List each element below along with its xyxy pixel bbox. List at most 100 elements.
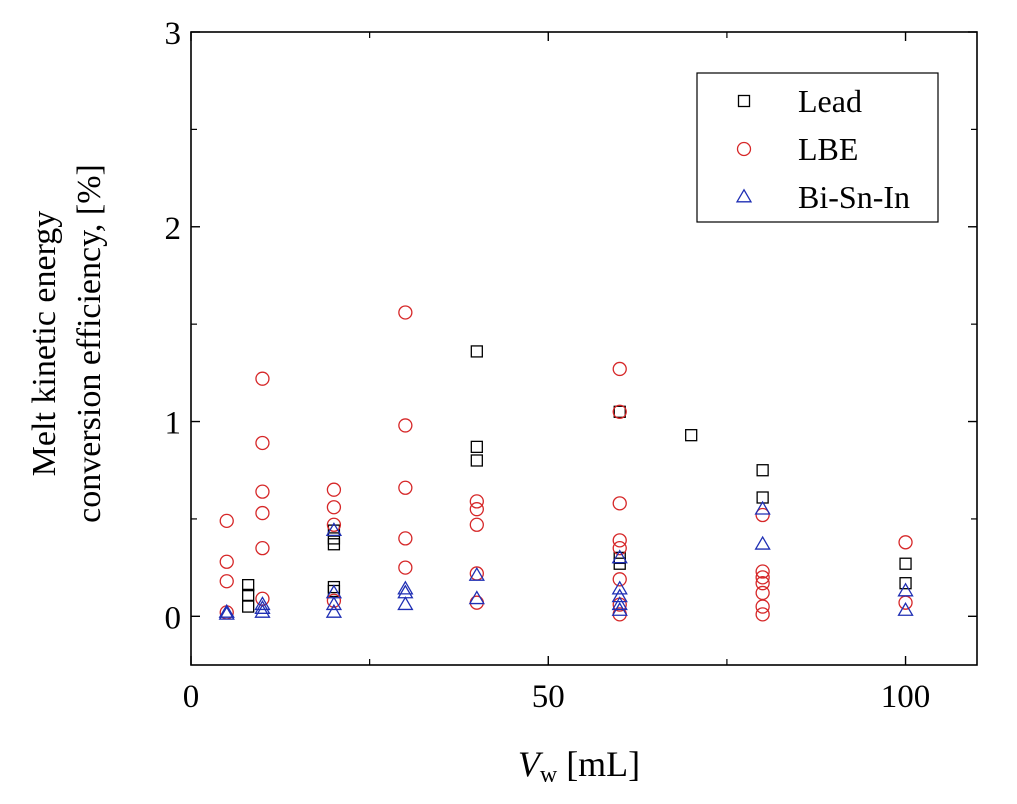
x-axis-label-unit: [mL]	[557, 744, 640, 784]
data-point	[612, 361, 627, 377]
x-axis-label-subscript: w	[540, 762, 558, 788]
data-point	[613, 557, 626, 570]
data-point	[397, 596, 414, 611]
x-tick-label: 0	[183, 679, 200, 715]
data-point	[755, 570, 770, 585]
data-point	[755, 564, 770, 579]
data-point	[255, 505, 270, 521]
data-point	[219, 574, 234, 589]
data-point	[326, 593, 342, 608]
x-tick-label: 100	[881, 679, 931, 715]
data-point	[326, 500, 342, 515]
data-point	[897, 582, 914, 597]
data-point	[242, 588, 255, 602]
data-point	[255, 484, 270, 499]
data-point	[612, 496, 627, 511]
legend-label: Lead	[798, 83, 862, 119]
data-point	[899, 577, 912, 590]
data-point	[218, 605, 235, 620]
series-lbe	[219, 305, 913, 622]
data-point	[611, 580, 628, 595]
y-tick-label: 3	[165, 16, 182, 52]
data-point	[398, 305, 413, 320]
data-point	[398, 531, 413, 546]
data-point	[242, 600, 255, 613]
y-axis-label-line2: conversion efficiency, [%]	[71, 164, 108, 523]
data-point	[612, 540, 627, 556]
data-point	[611, 601, 628, 616]
data-point	[755, 576, 770, 591]
data-point	[754, 535, 771, 550]
legend-label: Bi-Sn-In	[798, 179, 910, 215]
data-point	[755, 507, 770, 523]
legend: Lead LBE Bi-Sn-In	[696, 72, 939, 223]
data-point	[755, 599, 770, 614]
series-lead	[242, 345, 912, 613]
legend-marker	[736, 141, 752, 157]
data-point	[327, 524, 341, 537]
data-point	[219, 513, 234, 529]
data-point	[468, 590, 485, 605]
data-point	[897, 601, 914, 616]
data-point	[470, 345, 483, 358]
data-point	[397, 580, 414, 595]
data-point	[611, 596, 628, 611]
data-point	[327, 580, 341, 594]
data-point	[469, 494, 484, 509]
y-axis-label-line1: Melt kinetic energy	[26, 211, 63, 477]
legend-marker	[735, 188, 753, 203]
data-point	[612, 404, 627, 419]
data-point	[255, 435, 270, 451]
x-axis-label-variable: V	[518, 744, 544, 784]
data-point	[254, 596, 271, 611]
data-point	[612, 572, 627, 587]
axes: 0 50 100 0 1 2 3	[165, 16, 978, 715]
y-tick-label: 1	[165, 406, 182, 442]
data-points	[218, 305, 914, 622]
data-point	[470, 454, 483, 467]
data-point	[255, 540, 270, 556]
data-point	[470, 440, 483, 454]
data-point	[255, 371, 270, 386]
y-tick-label: 0	[165, 600, 182, 636]
x-axis-label: Vw [mL]	[518, 744, 640, 788]
data-point	[469, 517, 484, 532]
data-point	[899, 557, 912, 570]
legend-marker	[737, 94, 751, 108]
x-tick-label: 50	[532, 679, 565, 715]
data-point	[469, 502, 484, 517]
data-point	[218, 603, 235, 618]
y-tick-label: 2	[165, 211, 182, 247]
data-point	[755, 585, 770, 601]
data-point	[756, 464, 769, 477]
data-point	[325, 522, 343, 537]
data-point	[685, 429, 698, 442]
plot-frame	[190, 31, 978, 666]
data-point	[754, 500, 771, 515]
data-point	[398, 560, 413, 575]
legend-label: LBE	[798, 131, 858, 167]
data-point	[611, 549, 628, 564]
data-point	[327, 538, 341, 551]
data-point	[326, 517, 342, 532]
data-point	[242, 578, 255, 592]
data-point	[255, 591, 270, 606]
data-point	[755, 607, 770, 622]
axis-labels: Vw [mL] Melt kinetic energy conversion eff…	[26, 164, 640, 788]
data-point	[254, 600, 271, 614]
data-point	[613, 405, 626, 418]
data-point	[326, 482, 342, 497]
data-point	[398, 480, 413, 495]
data-point	[254, 603, 271, 618]
data-point	[397, 584, 414, 599]
data-point	[898, 535, 913, 550]
data-point	[611, 588, 628, 603]
data-point	[398, 418, 413, 433]
series-bi-sn-in	[218, 500, 914, 620]
data-point	[325, 596, 343, 611]
data-point	[325, 603, 343, 618]
data-point	[219, 554, 234, 569]
data-point	[468, 566, 485, 581]
data-point	[612, 533, 627, 548]
